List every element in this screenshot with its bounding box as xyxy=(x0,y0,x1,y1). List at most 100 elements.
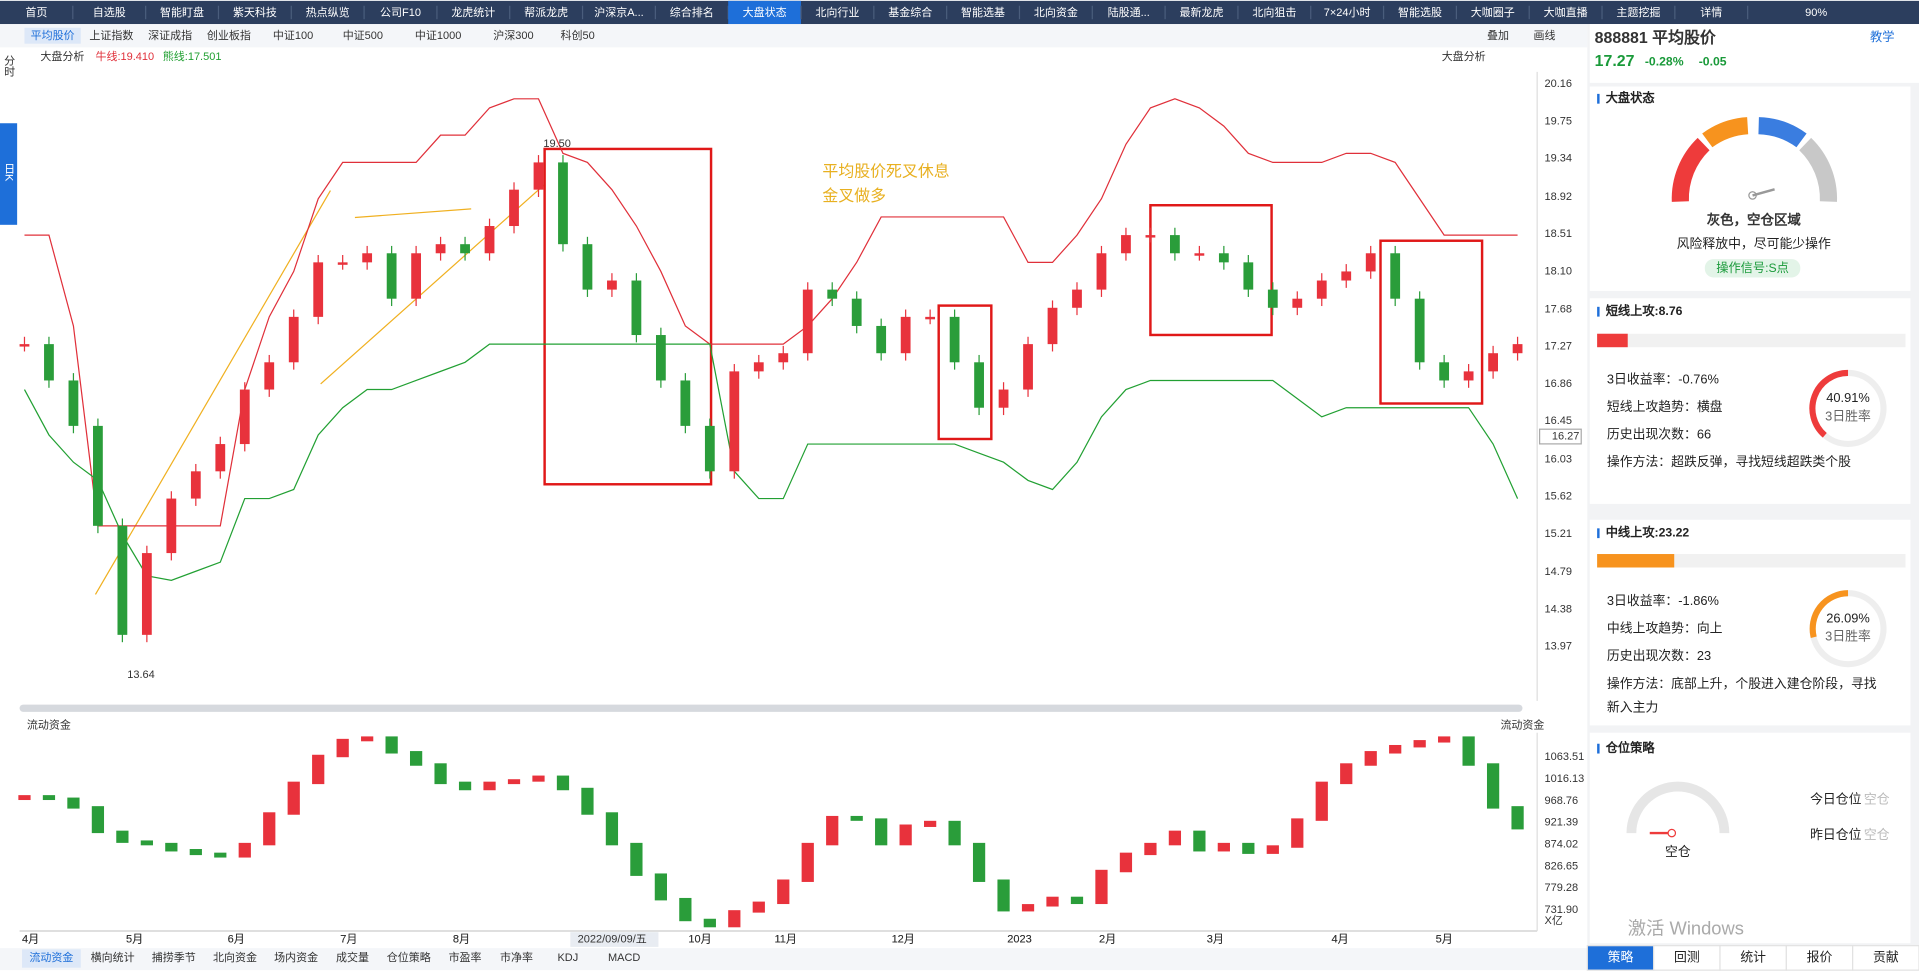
top-tab[interactable]: 主题挖掘 xyxy=(1616,5,1660,19)
card-title: 中线上攻:23.22 xyxy=(1606,524,1690,539)
x-tick-label: 4月 xyxy=(1332,933,1349,945)
top-tab[interactable]: 北向狙击 xyxy=(1252,5,1296,19)
chart-tab-bar xyxy=(0,24,1588,48)
bottom-tab[interactable]: 捕捞季节 xyxy=(152,950,196,964)
rate-label: 3日胜率 xyxy=(1825,629,1871,644)
top-tab[interactable]: 7×24小时 xyxy=(1324,6,1371,19)
candle xyxy=(802,289,813,354)
top-tab[interactable]: 智能盯盘 xyxy=(160,5,204,19)
bottom-tab[interactable]: 横向统计 xyxy=(91,950,135,964)
current-box xyxy=(1538,428,1582,445)
top-tab[interactable]: 综合排名 xyxy=(670,5,714,19)
top-tab[interactable]: 大咖直播 xyxy=(1544,5,1588,19)
chart-tab[interactable]: 创业板指 xyxy=(207,28,251,42)
teach[interactable]: 教学 xyxy=(1870,29,1894,44)
candle xyxy=(1463,371,1474,381)
bottom-tab[interactable]: MACD xyxy=(608,952,640,964)
candle xyxy=(1341,271,1352,281)
top-tab[interactable]: 帮派龙虎 xyxy=(524,6,568,19)
top-tab[interactable]: 最新龙虎 xyxy=(1180,5,1224,19)
bottom-tab[interactable]: 场内资金 xyxy=(274,950,318,964)
candle xyxy=(166,498,177,554)
chart-tab[interactable]: 上证指数 xyxy=(89,28,133,42)
top-tab[interactable]: 公司F10 xyxy=(380,7,421,19)
pos-gauge-label: 空仓 xyxy=(1665,844,1691,859)
top-tab[interactable]: 详情 xyxy=(1700,5,1722,19)
price: 17.27 xyxy=(1595,53,1635,70)
chart-tab-bg xyxy=(259,27,327,44)
candle xyxy=(1292,298,1303,308)
panel-tab[interactable]: 报价 xyxy=(1807,949,1833,964)
top-tab[interactable]: 沪深京A... xyxy=(594,5,644,19)
chart-tool[interactable]: 画线 xyxy=(1533,28,1555,42)
side-tab[interactable]: 分时 xyxy=(3,54,16,76)
bottom-tab[interactable]: 市净率 xyxy=(500,950,533,964)
x-tick-label: 4月 xyxy=(22,933,39,945)
bottom-tab[interactable]: KDJ xyxy=(557,952,578,964)
flow-bar xyxy=(409,751,423,766)
flow-bar xyxy=(1168,830,1182,846)
flow-bar xyxy=(91,806,105,834)
x-tick-label: 5月 xyxy=(126,933,143,945)
pos-gauge xyxy=(1626,781,1730,834)
panel-tabs: 策略 回测 统计 报价 贡献 xyxy=(1586,945,1919,971)
top-tab[interactable]: 智能选股 xyxy=(1398,5,1442,19)
top-tab[interactable]: 首页 xyxy=(25,5,47,19)
status-desc: 风险释放中，尽可能少操作 xyxy=(1677,236,1831,251)
chart-tab-bg xyxy=(479,27,548,44)
scrollbar[interactable] xyxy=(19,704,1523,712)
chart-tab[interactable]: 平均股价 xyxy=(31,29,75,42)
panel-tab[interactable]: 策略 xyxy=(1608,949,1634,964)
flow-bar xyxy=(140,840,153,846)
flow-bar xyxy=(752,901,765,913)
top-tab[interactable]: 基金综合 xyxy=(888,5,932,19)
bottom-tab[interactable]: 成交量 xyxy=(336,950,369,964)
candle xyxy=(1267,289,1278,308)
flow-bar xyxy=(826,815,839,846)
panel-tab[interactable]: 统计 xyxy=(1740,949,1766,964)
chart-tab[interactable]: 中证500 xyxy=(343,29,383,42)
x-tick-label: 6月 xyxy=(228,933,245,945)
bottom-tabs: 流动资金 横向统计 捕捞季节 北向资金 场内资金 成交量 仓位策略 市盈率 市净率 KDJ MACD xyxy=(22,949,640,968)
top-tab[interactable]: 智能选基 xyxy=(961,5,1005,19)
bottom-tab[interactable]: 市盈率 xyxy=(449,950,482,964)
chart-tab[interactable]: 沪深300 xyxy=(493,28,533,42)
panel-tab[interactable]: 回测 xyxy=(1674,949,1700,964)
annotation: 金叉做多 xyxy=(822,187,886,205)
top-tab[interactable]: 热点纵览 xyxy=(306,5,350,19)
chart-tab[interactable]: 科创50 xyxy=(561,28,595,42)
bottom-tab[interactable]: 北向资金 xyxy=(213,950,257,964)
bottom-tab[interactable]: 仓位策略 xyxy=(387,950,431,964)
status: 灰色，空仓区域 xyxy=(1707,212,1802,228)
high-label: 19.50 xyxy=(543,138,571,150)
top-tab[interactable]: 大盘状态 xyxy=(743,5,787,19)
top-tab[interactable]: 紫天科技 xyxy=(233,5,277,19)
top-tab[interactable]: 北向行业 xyxy=(815,5,859,19)
flow-bar xyxy=(581,787,594,815)
candle xyxy=(288,316,299,363)
bottom-tab[interactable]: 流动资金 xyxy=(29,950,73,964)
side-tab[interactable]: 日K xyxy=(3,163,15,182)
flow-bar xyxy=(1315,781,1328,821)
panel-tab[interactable]: 贡献 xyxy=(1873,949,1899,964)
bottom-tab-active xyxy=(22,949,81,968)
panel-tab-bg xyxy=(1586,945,1655,971)
flow-bar xyxy=(434,763,447,785)
candle xyxy=(1316,280,1327,299)
pos-yesterday: 昨日仓位 xyxy=(1810,827,1862,842)
top-tab[interactable]: 龙虎统计 xyxy=(451,6,495,19)
chart-tool[interactable]: 叠加 xyxy=(1487,29,1509,42)
y-tick-label: 16.86 xyxy=(1545,378,1573,390)
top-tab[interactable]: 陆股通... xyxy=(1108,5,1150,19)
info-line: 3日收益率：-1.86% xyxy=(1607,593,1719,608)
chart-tab[interactable]: 中证1000 xyxy=(415,29,461,42)
top-tab[interactable]: 北向资金 xyxy=(1034,5,1078,19)
top-tab[interactable]: 自选股 xyxy=(93,6,126,19)
flow-bar xyxy=(165,842,178,852)
x-tick-label: 2023 xyxy=(1007,933,1031,945)
chart-tabs: 平均股价 上证指数 深证成指 创业板指 中证100 中证500 中证1000 沪深300 科创5… xyxy=(24,27,1555,44)
top-tab[interactable]: 大咖圈子 xyxy=(1471,5,1515,19)
chart-tab[interactable]: 中证100 xyxy=(273,29,313,42)
chart-tab[interactable]: 深证成指 xyxy=(148,28,192,42)
